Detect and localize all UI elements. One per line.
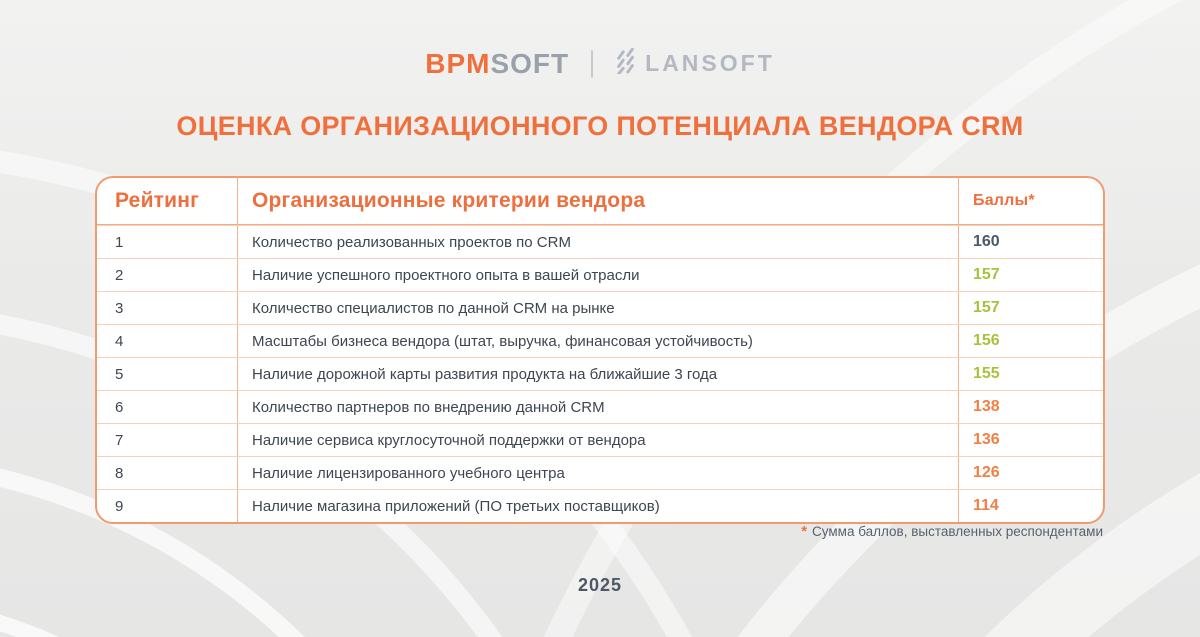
rank-cell: 3 [115, 299, 124, 317]
score-cell: 157 [958, 259, 1103, 291]
score-cell: 156 [958, 325, 1103, 357]
table-header-row: Рейтинг Организационные критерии вендора… [97, 178, 1103, 225]
score-cell: 136 [958, 424, 1103, 456]
lansoft-waterfall-icon [615, 47, 637, 79]
lansoft-logo: LANSOFT [615, 47, 775, 79]
criterion-cell: Наличие сервиса круглосуточной поддержки… [237, 424, 958, 456]
criterion-cell: Наличие успешного проектного опыта в ваш… [237, 259, 958, 291]
table-row: 2 Наличие успешного проектного опыта в в… [97, 258, 1103, 291]
criterion-cell: Наличие лицензированного учебного центра [237, 457, 958, 489]
score-cell: 138 [958, 391, 1103, 423]
score-cell: 160 [958, 226, 1103, 258]
rank-cell: 6 [115, 398, 124, 416]
criterion-cell: Количество специалистов по данной CRM на… [237, 292, 958, 324]
table-row: 5 Наличие дорожной карты развития продук… [97, 357, 1103, 390]
rank-cell: 8 [115, 464, 124, 482]
table-row: 8 Наличие лицензированного учебного цент… [97, 456, 1103, 489]
footnote-text: Сумма баллов, выставленных респондентами [812, 524, 1103, 539]
criterion-cell: Наличие магазина приложений (ПО третьих … [237, 490, 958, 522]
score-cell: 114 [958, 490, 1103, 522]
rank-cell: 1 [115, 233, 124, 251]
page-title: ОЦЕНКА ОРГАНИЗАЦИОННОГО ПОТЕНЦИАЛА ВЕНДО… [176, 111, 1024, 141]
bpmsoft-logo-suffix: SOFT [490, 47, 570, 79]
table-row: 1 Количество реализованных проектов по C… [97, 225, 1103, 258]
table-row: 4 Масштабы бизнеса вендора (штат, выручк… [97, 324, 1103, 357]
lansoft-logo-text: LANSOFT [645, 50, 775, 76]
criterion-cell: Наличие дорожной карты развития продукта… [237, 358, 958, 390]
table-row: 6 Количество партнеров по внедрению данн… [97, 390, 1103, 423]
criterion-cell: Масштабы бизнеса вендора (штат, выручка,… [237, 325, 958, 357]
rank-cell: 2 [115, 266, 124, 284]
rank-cell: 4 [115, 332, 124, 350]
rank-cell: 5 [115, 365, 124, 383]
logo-divider [591, 49, 594, 78]
header-score: Баллы* [958, 178, 1103, 224]
footnote: * Сумма баллов, выставленных респондента… [801, 523, 1103, 540]
score-cell: 126 [958, 457, 1103, 489]
rank-cell: 9 [115, 497, 124, 515]
bpmsoft-logo-prefix: BPM [425, 47, 491, 79]
criterion-cell: Количество реализованных проектов по CRM [237, 226, 958, 258]
header-criterion: Организационные критерии вендора [237, 178, 958, 224]
header-rank: Рейтинг [115, 189, 200, 212]
rating-table: Рейтинг Организационные критерии вендора… [95, 176, 1105, 524]
table-row: 9 Наличие магазина приложений (ПО третьи… [97, 489, 1103, 522]
bpmsoft-logo: BPMSOFT [425, 47, 570, 79]
criterion-cell: Количество партнеров по внедрению данной… [237, 391, 958, 423]
table-row: 7 Наличие сервиса круглосуточной поддерж… [97, 423, 1103, 456]
logo-bar: BPMSOFT LANSOFT [0, 47, 1200, 79]
footnote-asterisk: * [801, 523, 808, 540]
table-row: 3 Количество специалистов по данной CRM … [97, 291, 1103, 324]
year-label: 2025 [577, 575, 623, 595]
rank-cell: 7 [115, 431, 124, 449]
score-cell: 155 [958, 358, 1103, 390]
score-cell: 157 [958, 292, 1103, 324]
